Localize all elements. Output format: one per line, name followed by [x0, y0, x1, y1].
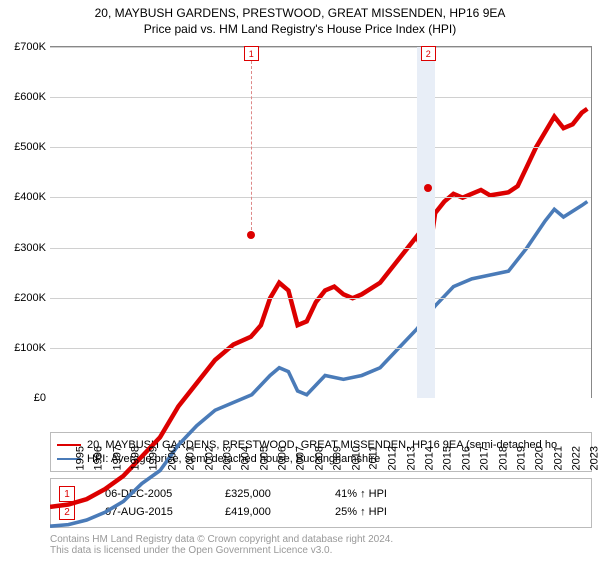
x-tick-label: 2003 — [221, 446, 233, 470]
x-tick-label: 2006 — [277, 446, 289, 470]
y-tick-label: £400K — [0, 191, 46, 203]
x-tick-label: 2002 — [203, 446, 215, 470]
gridline — [50, 298, 591, 299]
marker-dot — [424, 184, 432, 192]
gridline — [50, 197, 591, 198]
x-tick-label: 2010 — [350, 446, 362, 470]
x-tick-label: 2014 — [424, 446, 436, 470]
x-tick-label: 2000 — [166, 446, 178, 470]
chart-header: 20, MAYBUSH GARDENS, PRESTWOOD, GREAT MI… — [0, 0, 600, 38]
x-tick-label: 1998 — [130, 446, 142, 470]
x-tick-label: 2001 — [185, 446, 197, 470]
gridline — [50, 348, 591, 349]
y-tick-label: £600K — [0, 91, 46, 103]
x-tick-label: 2011 — [368, 446, 380, 470]
marker-badge: 2 — [421, 46, 436, 61]
marker-line — [251, 61, 252, 235]
x-tick-label: 2022 — [571, 446, 583, 470]
y-tick-label: £700K — [0, 41, 46, 53]
chart-svg — [50, 47, 591, 588]
x-tick-label: 1997 — [111, 446, 123, 470]
x-tick-label: 2017 — [479, 446, 491, 470]
x-tick-label: 2013 — [405, 446, 417, 470]
x-tick-label: 2020 — [534, 446, 546, 470]
x-tick-label: 2004 — [240, 446, 252, 470]
gridline — [50, 147, 591, 148]
x-tick-label: 1995 — [74, 446, 86, 470]
y-tick-label: £500K — [0, 141, 46, 153]
title-line-2: Price paid vs. HM Land Registry's House … — [0, 22, 600, 36]
x-tick-label: 2009 — [332, 446, 344, 470]
y-tick-label: £0 — [0, 392, 46, 404]
x-axis: 1995199619971998199920002001200220032004… — [50, 398, 592, 426]
x-tick-label: 2005 — [258, 446, 270, 470]
x-tick-label: 2007 — [295, 446, 307, 470]
title-line-1: 20, MAYBUSH GARDENS, PRESTWOOD, GREAT MI… — [0, 6, 600, 20]
gridline — [50, 97, 591, 98]
x-tick-label: 2015 — [442, 446, 454, 470]
marker-dot — [247, 231, 255, 239]
y-tick-label: £300K — [0, 242, 46, 254]
gridline — [50, 248, 591, 249]
x-tick-label: 2023 — [589, 446, 600, 470]
x-tick-label: 2012 — [387, 446, 399, 470]
chart-plot-area: 12 £0£100K£200K£300K£400K£500K£600K£700K — [50, 46, 592, 398]
y-tick-label: £200K — [0, 292, 46, 304]
x-tick-label: 1996 — [93, 446, 105, 470]
x-tick-label: 2018 — [497, 446, 509, 470]
x-tick-label: 2019 — [515, 446, 527, 470]
marker-shade — [417, 47, 435, 398]
gridline — [50, 47, 591, 48]
x-tick-label: 1999 — [148, 446, 160, 470]
marker-badge: 1 — [244, 46, 259, 61]
x-tick-label: 2021 — [552, 446, 564, 470]
x-tick-label: 2016 — [460, 446, 472, 470]
y-tick-label: £100K — [0, 342, 46, 354]
x-tick-label: 2008 — [313, 446, 325, 470]
series-line-hpi — [50, 202, 587, 527]
